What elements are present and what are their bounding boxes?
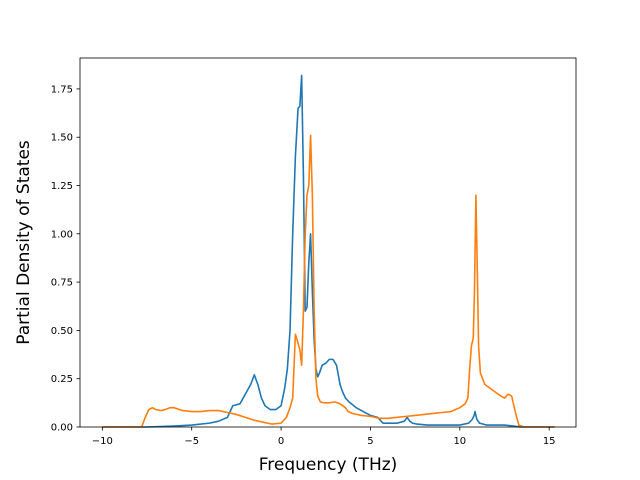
x-tick-label: −10 — [92, 436, 113, 447]
x-tick-label: 0 — [278, 436, 284, 447]
y-tick-label: 0.75 — [51, 278, 73, 289]
y-tick-label: 0.50 — [51, 326, 73, 337]
y-tick-label: 1.75 — [51, 84, 73, 95]
plot-frame — [79, 57, 577, 428]
series-line-2 — [102, 134, 555, 428]
x-tick-label: 5 — [367, 436, 373, 447]
x-axis-title: Frequency (THz) — [259, 455, 398, 475]
x-tick-label: −5 — [184, 436, 199, 447]
y-tick-label: 1.00 — [51, 229, 73, 240]
x-axis-ticks: −10 −5 0 5 10 15 — [92, 427, 556, 447]
y-tick-label: 0.25 — [51, 374, 73, 385]
y-axis-title: Partial Density of States — [14, 140, 34, 345]
series-layer — [102, 74, 555, 428]
y-axis-ticks: 0.00 0.25 0.50 0.75 1.00 1.25 1.50 1.75 — [51, 84, 80, 434]
x-tick-label: 15 — [543, 436, 556, 447]
y-tick-label: 1.50 — [51, 133, 73, 144]
x-tick-label: 10 — [453, 436, 466, 447]
y-tick-label: 1.25 — [51, 181, 73, 192]
y-tick-label: 0.00 — [51, 423, 73, 434]
series-line-1 — [102, 74, 555, 428]
plot-background — [80, 58, 576, 427]
